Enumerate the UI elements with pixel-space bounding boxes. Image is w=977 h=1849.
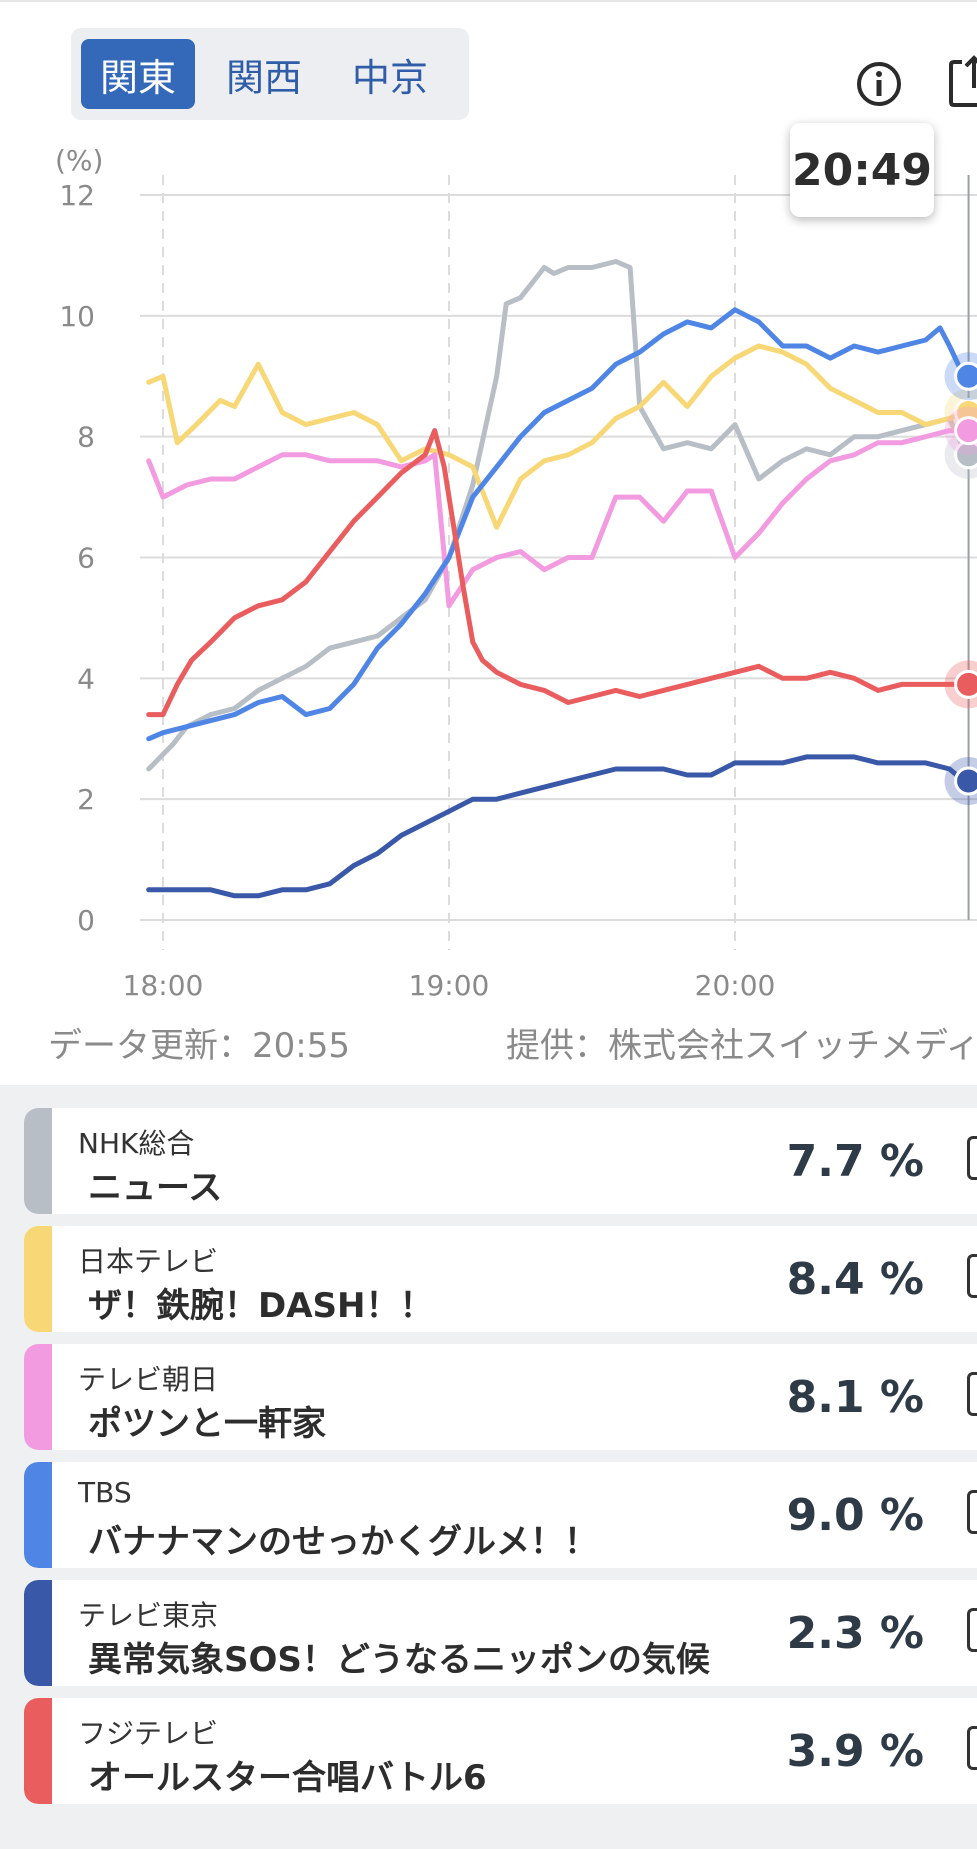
share-icon[interactable] bbox=[948, 52, 977, 108]
channel-color-bar bbox=[24, 1580, 52, 1686]
program-title: ポツンと一軒家 bbox=[88, 1404, 326, 1444]
channel-name: TBS bbox=[78, 1476, 132, 1509]
series-marker-2 bbox=[954, 416, 977, 446]
series-marker-5 bbox=[954, 669, 977, 699]
list-item[interactable]: 日本テレビザ！鉄腕！DASH！！ 8.4 % bbox=[24, 1226, 977, 1332]
series-marker-4 bbox=[954, 766, 977, 796]
checkbox-icon[interactable] bbox=[967, 1490, 977, 1534]
y-tick-label: 6 bbox=[77, 542, 95, 575]
x-tick-label: 19:00 bbox=[409, 969, 490, 1002]
rating-value: 8.4 % bbox=[786, 1254, 924, 1305]
rating-value: 9.0 % bbox=[786, 1490, 924, 1541]
series-line-1 bbox=[146, 343, 967, 530]
y-tick-label: 10 bbox=[59, 300, 95, 333]
y-tick-label: 8 bbox=[77, 421, 95, 454]
channel-name: NHK総合 bbox=[78, 1127, 195, 1160]
checkbox-icon[interactable] bbox=[967, 1254, 977, 1298]
program-title: ザ！鉄腕！DASH！！ bbox=[88, 1286, 434, 1326]
chart-footer: データ更新：20:55 提供：株式会社スイッチメディ bbox=[0, 1018, 977, 1068]
list-item[interactable]: NHK総合ニュース 7.7 % bbox=[24, 1108, 977, 1214]
channel-color-bar bbox=[24, 1698, 52, 1804]
tab-kanto[interactable]: 関東 bbox=[81, 39, 195, 109]
list-item[interactable]: テレビ朝日ポツンと一軒家 8.1 % bbox=[24, 1344, 977, 1450]
list-item[interactable]: テレビ東京異常気象SOS！どうなるニッポンの気候 2.3 % bbox=[24, 1580, 977, 1686]
update-time: データ更新：20:55 bbox=[48, 1026, 350, 1066]
channel-color-bar bbox=[24, 1108, 52, 1214]
rating-value: 3.9 % bbox=[786, 1726, 924, 1777]
tab-kansai[interactable]: 関西 bbox=[225, 55, 302, 100]
series-line-4 bbox=[146, 754, 967, 899]
series-line-5 bbox=[146, 428, 967, 718]
channel-color-bar bbox=[24, 1226, 52, 1332]
rating-value: 2.3 % bbox=[786, 1608, 924, 1659]
y-tick-label: 12 bbox=[59, 179, 95, 212]
program-title: バナナマンのせっかくグルメ！！ bbox=[88, 1522, 598, 1562]
series-line-2 bbox=[146, 428, 967, 609]
program-title: 異常気象SOS！どうなるニッポンの気候 bbox=[88, 1640, 710, 1680]
y-unit-label: (%) bbox=[55, 144, 103, 177]
provider-credit: 提供：株式会社スイッチメディ bbox=[506, 1026, 977, 1066]
checkbox-icon[interactable] bbox=[967, 1136, 977, 1180]
list-item[interactable]: フジテレビオールスター合唱バトル6 3.9 % bbox=[24, 1698, 977, 1804]
channel-name: フジテレビ bbox=[78, 1717, 219, 1750]
x-tick-label: 20:00 bbox=[695, 969, 776, 1002]
series-line-0 bbox=[146, 259, 967, 772]
list-item[interactable]: TBS バナナマンのせっかくグルメ！！ 9.0 % bbox=[24, 1462, 977, 1568]
region-tabs: 関東 関西 中京 bbox=[71, 28, 469, 120]
ratings-chart: (%)12 10 8 6 4 2 0 18:00 19:00 20:00 bbox=[55, 144, 977, 1002]
checkbox-icon[interactable] bbox=[967, 1726, 977, 1770]
tab-chukyo[interactable]: 中京 bbox=[351, 55, 428, 100]
channel-color-bar bbox=[24, 1344, 52, 1450]
y-tick-label: 2 bbox=[77, 783, 95, 816]
checkbox-icon[interactable] bbox=[967, 1372, 977, 1416]
channel-color-bar bbox=[24, 1462, 52, 1568]
rating-value: 7.7 % bbox=[786, 1136, 924, 1187]
program-title: ニュース bbox=[88, 1168, 223, 1208]
checkbox-icon[interactable] bbox=[967, 1608, 977, 1652]
series-marker-3 bbox=[954, 361, 977, 391]
channel-name: 日本テレビ bbox=[78, 1245, 219, 1278]
top-divider bbox=[0, 0, 977, 2]
info-icon[interactable] bbox=[855, 60, 903, 108]
y-tick-label: 0 bbox=[77, 904, 95, 937]
program-title: オールスター合唱バトル6 bbox=[88, 1758, 487, 1798]
ratings-list: NHK総合ニュース 7.7 % 日本テレビザ！鉄腕！DASH！！ 8.4 % テレビ朝日… bbox=[24, 1108, 977, 1816]
y-tick-label: 4 bbox=[77, 662, 95, 695]
time-tooltip: 20:49 bbox=[790, 123, 934, 217]
rating-value: 8.1 % bbox=[786, 1372, 924, 1423]
series-line-3 bbox=[146, 307, 967, 742]
channel-name: テレビ東京 bbox=[78, 1599, 219, 1632]
x-tick-label: 18:00 bbox=[123, 969, 204, 1002]
channel-name: テレビ朝日 bbox=[78, 1363, 219, 1396]
